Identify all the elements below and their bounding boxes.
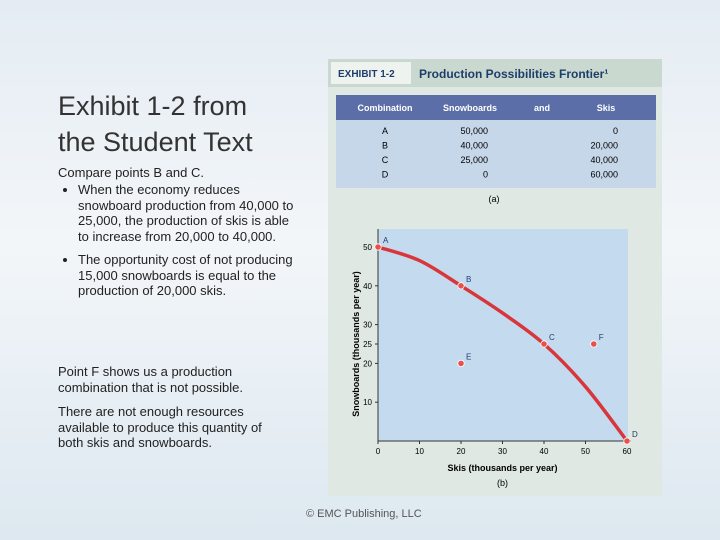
bullet-list: When the economy reduces snowboard produ… [58, 182, 298, 307]
table-cell: 25,000 [460, 155, 488, 165]
point-label: D [632, 430, 638, 439]
point [374, 243, 382, 251]
point [457, 282, 465, 290]
x-tick-label: 40 [540, 447, 549, 456]
exhibit: EXHIBIT 1-2 Production Possibilities Fro… [328, 59, 662, 488]
footer: © EMC Publishing, LLC [306, 508, 422, 520]
point [623, 437, 631, 445]
table-header-cell: Combination [358, 103, 413, 113]
y-tick-label: 40 [363, 282, 372, 291]
point-label: B [466, 275, 471, 284]
point [457, 359, 465, 367]
table-header-cell: Skis [597, 103, 616, 113]
table-body [336, 120, 656, 188]
table-cell: 0 [483, 170, 488, 180]
ppf-curve [377, 245, 629, 443]
y-tick-label: 30 [363, 321, 372, 330]
label-box [331, 62, 411, 84]
paragraph: Point F shows us a production combinatio… [58, 364, 243, 395]
table-header-cell: and [534, 103, 550, 113]
table-cell: C [382, 155, 389, 165]
table-header-cell: Snowboards [443, 103, 497, 113]
table-cell: D [382, 170, 389, 180]
x-tick-label: 10 [415, 447, 424, 456]
table-cell: 50,000 [460, 126, 488, 136]
table-cell: 20,000 [590, 141, 618, 151]
y-tick-label: 20 [363, 359, 372, 368]
exhibit-panel: EXHIBIT 1-2 Production Possibilities Fro… [328, 59, 662, 496]
x-tick-label: 30 [498, 447, 507, 456]
chart-caption: (b) [497, 478, 508, 488]
x-tick-label: 50 [581, 447, 590, 456]
table-header [336, 95, 656, 120]
table-cell: 60,000 [590, 170, 618, 180]
point-label: E [466, 352, 471, 361]
point-label: C [549, 333, 555, 342]
y-tick-label: 10 [363, 398, 372, 407]
x-tick-label: 20 [457, 447, 466, 456]
paragraph: There are not enough resources available… [58, 404, 262, 450]
table-cell: A [382, 126, 388, 136]
x-axis-label: Skis (thousands per year) [447, 463, 557, 473]
exhibit-label: EXHIBIT 1-2 [338, 69, 395, 80]
table-cell: 40,000 [590, 155, 618, 165]
intro: Compare points B and C. [58, 165, 204, 180]
table-cell: 0 [613, 126, 618, 136]
bullet: The opportunity cost of not producing 15… [78, 252, 298, 299]
point-label: A [383, 236, 389, 245]
table-cell: B [382, 141, 388, 151]
bullet: When the economy reduces snowboard produ… [78, 182, 298, 244]
exhibit-title: Production Possibilities Frontier¹ [419, 67, 608, 81]
plot-area [378, 229, 628, 441]
slide-title: Exhibit 1-2 from the Student Text [58, 91, 253, 157]
point [540, 340, 548, 348]
y-axis-label: Snowboards (thousands per year) [351, 271, 361, 417]
y-tick-label: 25 [363, 340, 372, 349]
x-tick-label: 60 [623, 447, 632, 456]
table-cell: 40,000 [460, 141, 488, 151]
table-caption: (a) [489, 194, 500, 204]
point [590, 340, 598, 348]
point-label: F [599, 333, 604, 342]
x-tick-label: 0 [376, 447, 381, 456]
y-tick-label: 50 [363, 243, 372, 252]
